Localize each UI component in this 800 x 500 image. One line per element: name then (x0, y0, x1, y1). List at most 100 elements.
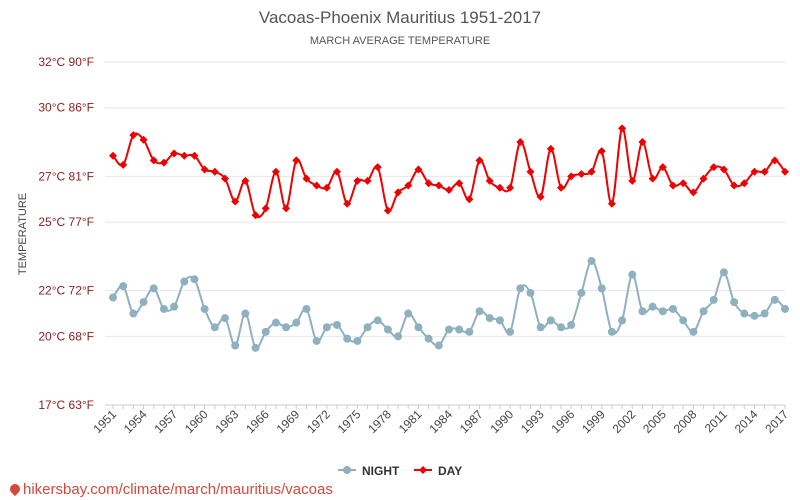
night-point (689, 327, 698, 336)
day-point (424, 179, 433, 188)
day-point (669, 181, 677, 190)
day-point (455, 179, 464, 188)
night-point (719, 268, 728, 277)
x-tick-label: 1972 (304, 407, 333, 436)
night-point (210, 323, 219, 332)
x-tick-label: 1978 (365, 407, 394, 436)
night-point (394, 332, 403, 341)
day-point (302, 174, 311, 183)
night-point (546, 316, 555, 325)
x-tick-label: 1951 (90, 407, 119, 436)
night-point (251, 343, 260, 352)
day-point (221, 174, 229, 183)
night-point (119, 282, 128, 291)
night-point (414, 323, 423, 332)
night-point (231, 341, 240, 350)
day-point (333, 167, 341, 176)
night-point (679, 316, 688, 325)
x-tick-label: 1954 (121, 407, 150, 436)
day-point (526, 167, 535, 176)
night-point (557, 323, 565, 332)
day-point (210, 167, 219, 176)
watermark-link[interactable]: hikersbay.com/climate/march/mauritius/va… (23, 481, 333, 498)
day-point (292, 156, 301, 165)
day-point (567, 172, 576, 181)
day-point (516, 138, 525, 147)
night-point (607, 327, 616, 336)
day-point (577, 170, 586, 179)
day-point (251, 211, 260, 220)
y-tick-label: 17°C 63°F (38, 398, 94, 412)
night-point (628, 270, 637, 279)
day-point (607, 199, 616, 208)
day-point (200, 165, 209, 174)
night-point (567, 320, 576, 329)
x-tick-label: 2017 (762, 407, 791, 436)
night-point (648, 302, 657, 311)
day-point (241, 176, 250, 185)
day-point (353, 176, 362, 185)
night-point (271, 318, 280, 327)
night-point (424, 334, 433, 343)
night-point (740, 309, 749, 318)
x-tick-label: 1957 (151, 407, 180, 436)
day-point (383, 206, 392, 215)
y-tick-label: 32°C 90°F (38, 55, 94, 69)
night-point (373, 316, 382, 325)
y-tick-label: 30°C 86°F (38, 101, 94, 115)
day-point (770, 156, 779, 165)
x-tick-label: 1975 (335, 407, 364, 436)
night-point (343, 334, 352, 343)
day-point (271, 167, 280, 176)
day-point (709, 163, 718, 172)
x-tick-label: 2005 (640, 407, 669, 436)
day-point (231, 197, 240, 206)
x-tick-label: 2011 (702, 407, 730, 435)
night-point (363, 323, 372, 332)
x-tick-label: 1963 (213, 407, 242, 436)
day-point (506, 183, 515, 192)
night-point (333, 320, 341, 329)
day-point (139, 135, 148, 144)
night-point (282, 323, 291, 332)
x-tick-label: 1984 (426, 407, 455, 436)
night-point (302, 304, 311, 313)
day-point (760, 167, 769, 176)
x-tick-label: 1987 (457, 407, 486, 436)
day-point (109, 151, 117, 160)
y-tick-label: 20°C 68°F (38, 329, 94, 343)
day-point (404, 181, 413, 190)
y-tick-label: 27°C 81°F (38, 169, 94, 183)
night-point (149, 284, 158, 293)
map-pin-icon (7, 481, 23, 497)
day-point (597, 147, 606, 156)
night-point (292, 318, 301, 327)
day-point (730, 181, 739, 190)
night-point (699, 307, 708, 316)
day-point (159, 158, 168, 167)
night-point (221, 314, 229, 323)
y-tick-label: 25°C 77°F (38, 215, 94, 229)
x-tick-label: 1993 (518, 407, 547, 436)
day-point (190, 151, 199, 160)
x-tick-label: 1960 (182, 407, 211, 436)
x-tick-label: 1996 (549, 407, 578, 436)
day-point (414, 165, 423, 174)
night-point (159, 304, 168, 313)
day-point (781, 167, 789, 176)
night-point (709, 295, 718, 304)
night-point (129, 309, 138, 318)
night-point (261, 327, 270, 336)
day-point (363, 176, 372, 185)
watermark[interactable]: hikersbay.com/climate/march/mauritius/va… (7, 481, 333, 498)
night-point (322, 323, 331, 332)
x-tick-label: 1999 (579, 407, 608, 436)
day-point (129, 131, 138, 140)
night-point (353, 336, 362, 345)
day-point (445, 186, 453, 195)
day-point (536, 192, 545, 201)
night-point (781, 304, 789, 313)
night-point (180, 277, 189, 286)
day-point (180, 151, 189, 160)
